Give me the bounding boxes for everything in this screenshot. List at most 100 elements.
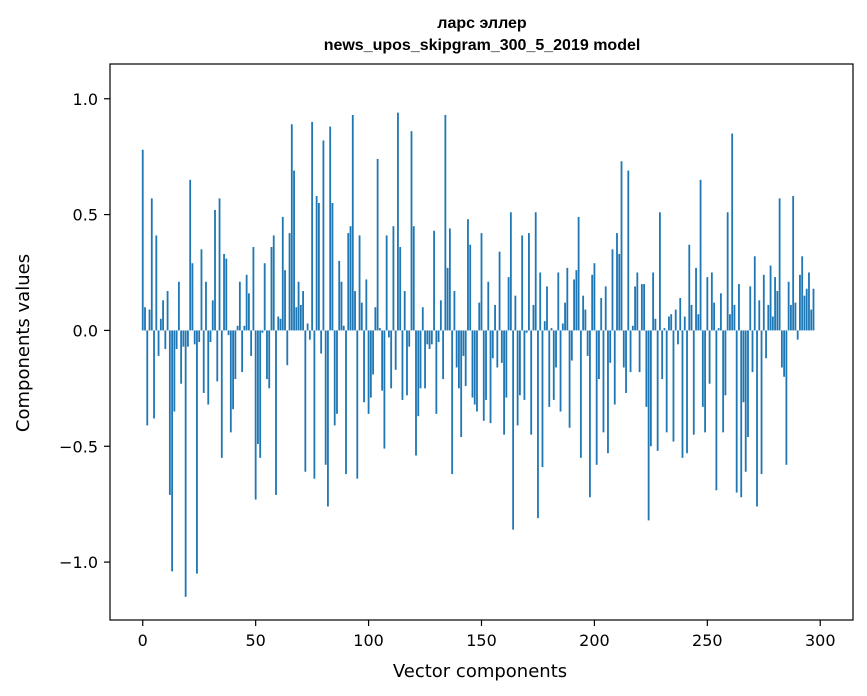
- bar-171: [528, 233, 530, 331]
- chart-subtitle: news_upos_skipgram_300_5_2019 model: [324, 37, 641, 54]
- bar-277: [767, 304, 770, 331]
- bar-119: [410, 131, 413, 331]
- bar-57: [270, 247, 273, 331]
- bar-149: [478, 302, 481, 331]
- bar-29: [207, 330, 210, 405]
- bar-47: [247, 293, 250, 331]
- bar-125: [424, 330, 426, 389]
- bar-282: [778, 198, 781, 331]
- bar-177: [541, 330, 544, 468]
- bar-214: [625, 330, 627, 393]
- bar-143: [464, 330, 467, 387]
- bar-16: [177, 281, 180, 331]
- bar-134: [444, 114, 447, 331]
- bar-50: [254, 330, 257, 500]
- bar-107: [383, 330, 386, 449]
- bar-231: [663, 328, 666, 331]
- bar-103: [374, 307, 377, 331]
- bar-series: [141, 112, 815, 597]
- x-tick-label: 200: [579, 631, 610, 650]
- bar-273: [758, 300, 761, 331]
- bar-274: [760, 330, 763, 475]
- bar-195: [582, 295, 585, 331]
- bar-268: [747, 330, 749, 437]
- x-axis-label: Vector components: [393, 661, 567, 682]
- bar-139: [455, 330, 458, 368]
- bar-156: [494, 304, 496, 331]
- bar-239: [681, 330, 684, 458]
- bar-35: [220, 330, 223, 458]
- bar-290: [796, 330, 799, 340]
- bar-87: [338, 260, 341, 331]
- bar-115: [401, 330, 404, 400]
- bar-70: [299, 304, 302, 331]
- y-tick-label: 0.5: [73, 206, 98, 225]
- bar-275: [762, 274, 765, 331]
- y-tick-label: −0.5: [59, 437, 98, 456]
- bar-155: [491, 330, 494, 359]
- bar-217: [631, 325, 634, 331]
- bar-211: [618, 253, 621, 331]
- bar-204: [602, 330, 605, 433]
- bar-72: [304, 330, 307, 472]
- bar-179: [546, 286, 548, 331]
- y-tick-label: 1.0: [73, 90, 98, 109]
- bar-132: [439, 300, 442, 331]
- bar-20: [187, 330, 189, 347]
- bar-131: [437, 330, 440, 342]
- bar-15: [175, 330, 178, 349]
- bar-85: [333, 330, 336, 426]
- bar-225: [649, 330, 652, 447]
- bar-30: [209, 330, 212, 342]
- bar-150: [480, 233, 483, 331]
- bar-184: [557, 272, 560, 331]
- bar-106: [381, 330, 384, 391]
- bar-34: [218, 198, 221, 331]
- bar-168: [521, 235, 524, 331]
- bar-226: [652, 272, 655, 331]
- bar-241: [686, 330, 688, 454]
- bar-122: [417, 330, 420, 417]
- bar-92: [349, 226, 352, 331]
- bar-84: [331, 203, 334, 331]
- bar-242: [688, 244, 691, 331]
- bar-251: [708, 330, 711, 384]
- bar-232: [665, 330, 668, 433]
- bar-223: [645, 330, 648, 407]
- bar-65: [288, 233, 291, 331]
- bar-194: [579, 330, 582, 458]
- bar-272: [756, 330, 758, 507]
- bar-110: [390, 330, 393, 389]
- bar-205: [604, 286, 607, 331]
- bar-253: [713, 302, 716, 331]
- bar-173: [532, 304, 535, 331]
- bar-18: [182, 330, 185, 347]
- bar-113: [397, 112, 399, 331]
- bar-100: [367, 330, 370, 414]
- bar-104: [376, 158, 379, 331]
- bar-259: [726, 212, 729, 331]
- bar-288: [792, 196, 795, 331]
- bar-180: [548, 330, 551, 407]
- bar-117: [406, 330, 408, 396]
- bar-137: [451, 330, 454, 475]
- bar-183: [555, 330, 557, 368]
- bar-165: [514, 295, 517, 331]
- bar-178: [543, 321, 546, 331]
- bar-260: [729, 314, 731, 331]
- bar-97: [360, 302, 363, 331]
- bar-120: [412, 226, 415, 331]
- bar-63: [284, 270, 286, 331]
- bar-36: [223, 253, 225, 331]
- bar-191: [573, 279, 575, 331]
- bar-222: [643, 284, 646, 331]
- bar-159: [500, 330, 503, 363]
- bar-105: [378, 328, 381, 331]
- bar-279: [771, 316, 774, 331]
- bar-291: [799, 274, 801, 331]
- bar-59: [275, 330, 277, 495]
- bar-185: [559, 330, 562, 412]
- bar-94: [354, 291, 356, 331]
- bar-73: [306, 323, 309, 331]
- bar-234: [670, 314, 673, 331]
